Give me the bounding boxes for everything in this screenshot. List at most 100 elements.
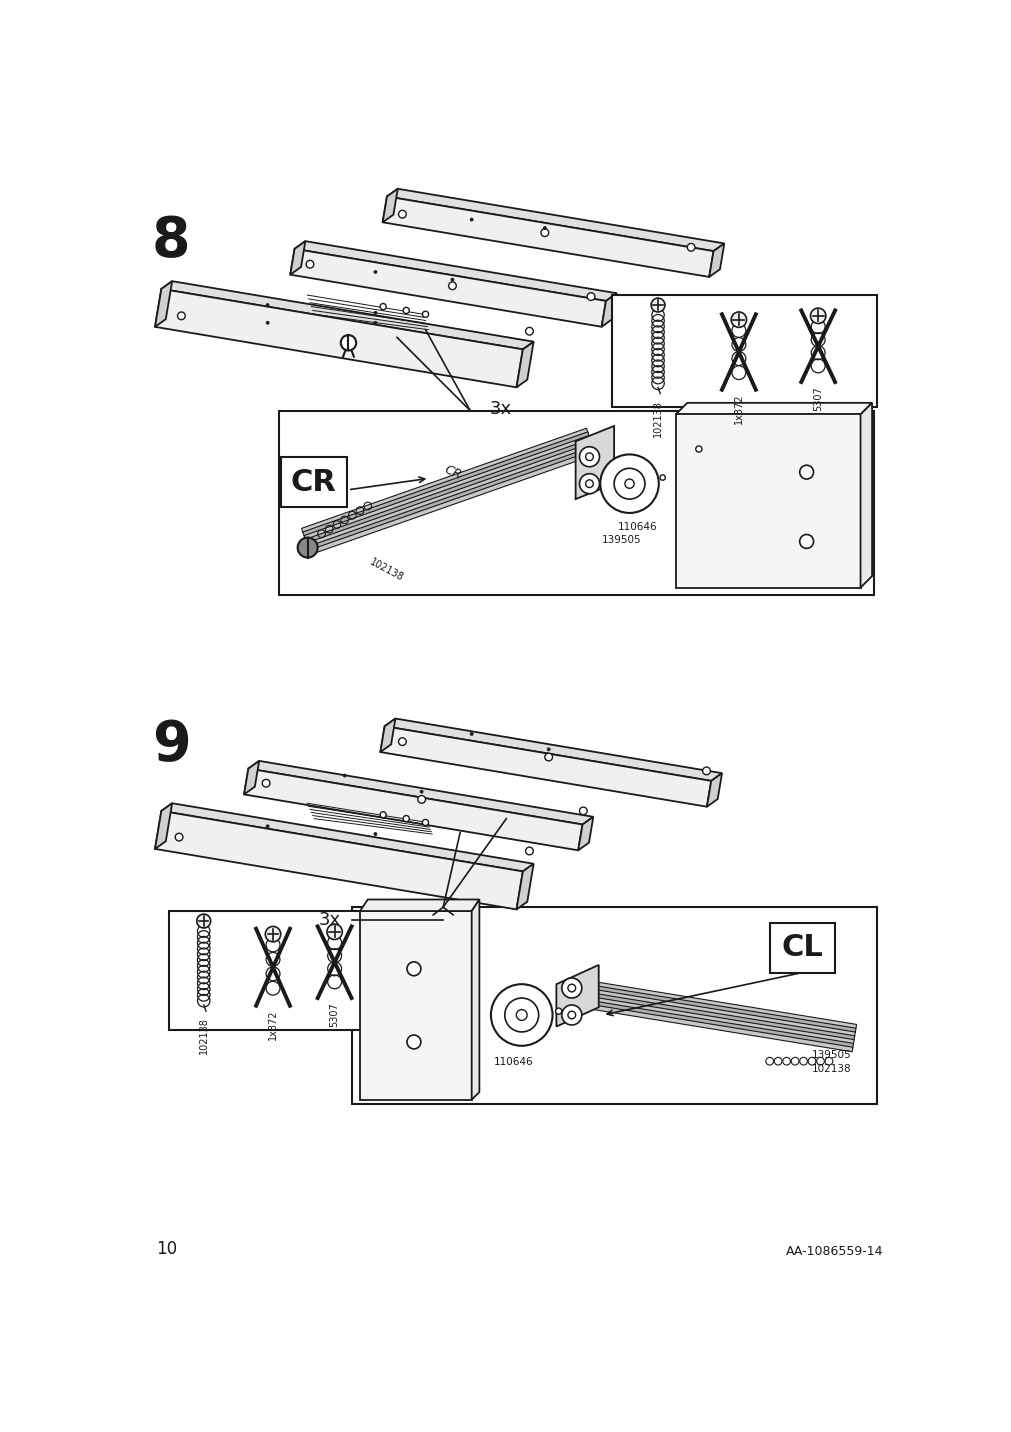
Circle shape	[585, 480, 592, 487]
Text: 5307: 5307	[330, 1002, 340, 1027]
Circle shape	[624, 480, 634, 488]
Polygon shape	[675, 402, 871, 414]
Text: 110646: 110646	[493, 1057, 534, 1067]
Circle shape	[470, 732, 473, 736]
Circle shape	[266, 825, 269, 828]
Text: 102138: 102138	[811, 1064, 850, 1074]
Text: 9: 9	[152, 719, 190, 772]
Polygon shape	[307, 447, 593, 551]
Polygon shape	[155, 803, 172, 849]
Circle shape	[561, 1005, 581, 1025]
Bar	[281, 457, 347, 507]
Polygon shape	[382, 196, 713, 276]
Circle shape	[614, 468, 644, 500]
Circle shape	[341, 335, 356, 351]
Circle shape	[175, 833, 183, 841]
Circle shape	[402, 308, 408, 314]
Polygon shape	[305, 440, 591, 544]
Circle shape	[327, 924, 342, 939]
Circle shape	[373, 832, 377, 836]
Circle shape	[696, 445, 702, 453]
Polygon shape	[595, 985, 855, 1032]
Bar	[279, 411, 872, 596]
Polygon shape	[380, 719, 395, 752]
Circle shape	[406, 1035, 421, 1048]
Circle shape	[586, 292, 594, 301]
Circle shape	[516, 1010, 527, 1021]
Polygon shape	[303, 435, 590, 540]
Polygon shape	[380, 726, 711, 806]
Circle shape	[266, 304, 269, 306]
Polygon shape	[248, 760, 592, 825]
Polygon shape	[595, 982, 855, 1030]
Text: 10: 10	[156, 1240, 177, 1257]
Polygon shape	[161, 281, 533, 349]
Circle shape	[418, 796, 425, 803]
Circle shape	[451, 278, 454, 281]
Circle shape	[555, 1008, 561, 1014]
Circle shape	[525, 848, 533, 855]
Circle shape	[600, 454, 658, 513]
Polygon shape	[577, 816, 592, 851]
Circle shape	[810, 308, 825, 324]
Circle shape	[525, 328, 533, 335]
Circle shape	[422, 311, 428, 318]
Circle shape	[266, 321, 269, 324]
Polygon shape	[301, 428, 587, 533]
Circle shape	[702, 768, 710, 775]
Bar	[612, 295, 877, 407]
Circle shape	[659, 475, 664, 480]
Circle shape	[373, 271, 377, 274]
Circle shape	[799, 534, 813, 548]
Polygon shape	[556, 965, 599, 1027]
Circle shape	[380, 812, 386, 818]
Text: CR: CR	[290, 468, 337, 497]
Bar	[169, 911, 365, 1031]
Circle shape	[544, 753, 552, 760]
Polygon shape	[360, 911, 471, 1100]
Bar	[769, 922, 834, 972]
Polygon shape	[592, 1005, 852, 1051]
Text: 102138: 102138	[367, 557, 404, 583]
Bar	[352, 908, 877, 1104]
Polygon shape	[290, 249, 606, 326]
Circle shape	[799, 465, 813, 480]
Circle shape	[579, 447, 599, 467]
Circle shape	[196, 914, 210, 928]
Polygon shape	[309, 450, 595, 554]
Polygon shape	[302, 432, 588, 537]
Circle shape	[262, 779, 270, 788]
Text: 1x372: 1x372	[733, 394, 743, 424]
Circle shape	[398, 737, 405, 746]
Circle shape	[579, 474, 599, 494]
Polygon shape	[594, 990, 854, 1037]
Circle shape	[373, 311, 377, 314]
Text: 3x: 3x	[318, 911, 341, 929]
Circle shape	[470, 218, 473, 221]
Polygon shape	[675, 414, 859, 587]
Polygon shape	[244, 769, 582, 851]
Polygon shape	[244, 760, 259, 795]
Polygon shape	[601, 294, 616, 326]
Circle shape	[543, 226, 546, 229]
Polygon shape	[709, 243, 724, 276]
Polygon shape	[306, 442, 592, 547]
Polygon shape	[593, 997, 853, 1044]
Circle shape	[567, 984, 575, 992]
Polygon shape	[516, 863, 533, 909]
Circle shape	[373, 321, 377, 324]
Text: 102138: 102138	[652, 400, 662, 437]
Text: AA-1086559-14: AA-1086559-14	[786, 1244, 883, 1257]
Polygon shape	[386, 189, 724, 251]
Polygon shape	[859, 402, 871, 587]
Text: 3x: 3x	[489, 400, 511, 418]
Circle shape	[380, 304, 386, 309]
Text: 8: 8	[152, 215, 190, 268]
Circle shape	[265, 927, 280, 942]
Circle shape	[547, 748, 550, 750]
Text: 5307: 5307	[813, 385, 822, 411]
Circle shape	[420, 790, 423, 793]
Polygon shape	[707, 773, 721, 806]
Circle shape	[422, 819, 428, 826]
Circle shape	[561, 978, 581, 998]
